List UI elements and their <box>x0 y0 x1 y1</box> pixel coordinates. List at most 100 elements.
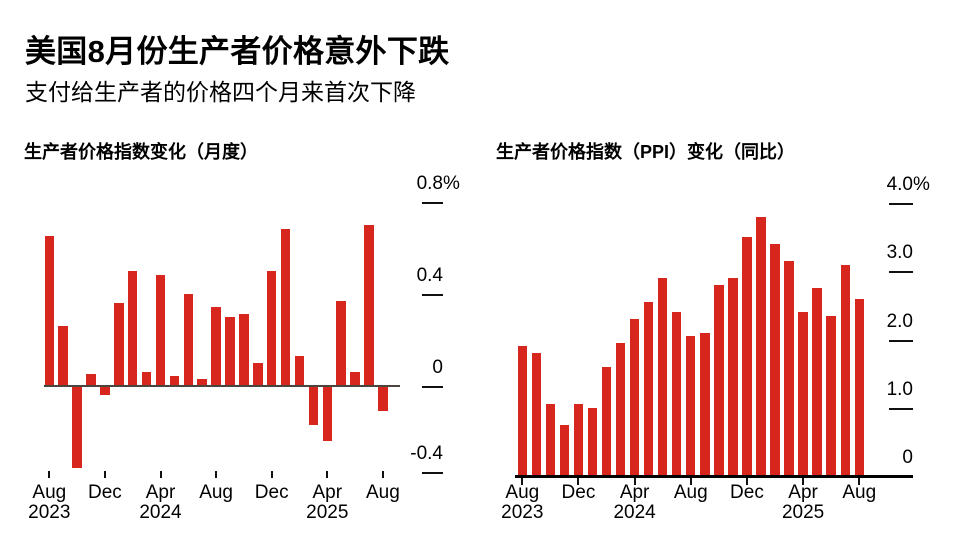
bar <box>44 236 55 386</box>
bar <box>531 353 542 478</box>
x-tick-month-label: Apr <box>788 482 818 503</box>
headline: 美国8月份生产者价格意外下跌 <box>25 33 450 69</box>
bar <box>308 385 319 425</box>
y-tick-label: 0 <box>432 356 443 378</box>
bar <box>294 355 305 386</box>
bar <box>114 302 124 386</box>
x-tick-month-label: Aug <box>199 482 233 503</box>
x-tick-year-label: 2025 <box>781 502 825 523</box>
bar <box>350 371 360 386</box>
bar <box>517 346 527 478</box>
x-axis-tick <box>689 477 692 485</box>
bar <box>573 404 584 478</box>
y-axis-tick <box>422 471 443 474</box>
bar <box>197 378 207 386</box>
y-tick-label: 4.0% <box>886 174 930 196</box>
x-tick-year-label: 2025 <box>306 502 349 523</box>
bar <box>742 237 752 478</box>
x-axis-tick <box>633 477 636 485</box>
bar <box>266 270 277 386</box>
bar <box>601 366 612 478</box>
bar <box>587 407 598 478</box>
y-axis-tick <box>889 203 913 206</box>
y-axis-tick <box>422 201 443 204</box>
bar <box>812 288 822 478</box>
x-axis-tick <box>577 477 580 485</box>
bar <box>854 298 864 478</box>
bar <box>700 332 710 478</box>
x-axis-tick <box>521 477 524 485</box>
bar <box>798 312 808 478</box>
bar <box>615 343 626 478</box>
bar <box>378 385 388 411</box>
x-axis-tick <box>802 477 805 485</box>
x-tick-year-label: 2023 <box>28 502 71 523</box>
yoy-chart-title: 生产者价格指数（PPI）变化（同比） <box>496 141 796 162</box>
monthly-chart-title: 生产者价格指数变化（月度） <box>24 141 258 162</box>
bar <box>239 314 249 386</box>
x-axis-tick <box>159 471 162 478</box>
x-tick-year-label: 2024 <box>139 502 182 523</box>
x-tick-month-label: Aug <box>365 482 400 503</box>
x-tick-month-label: Aug <box>32 482 67 503</box>
x-tick-month-label: Aug <box>842 482 877 503</box>
x-tick-month-label: Apr <box>145 482 176 503</box>
x-tick-year-label: 2023 <box>501 502 544 523</box>
bar <box>72 385 82 469</box>
bar <box>127 270 138 386</box>
subheadline: 支付给生产者的价格四个月来首次下降 <box>25 79 416 105</box>
x-axis-tick <box>103 471 106 478</box>
bar <box>336 300 346 386</box>
bar <box>100 385 110 395</box>
bar <box>253 362 263 386</box>
y-tick-label: 2.0 <box>886 310 913 332</box>
bar <box>322 385 333 441</box>
bar <box>672 312 682 478</box>
y-tick-label: 3.0 <box>886 242 913 264</box>
bar <box>364 224 374 386</box>
bar <box>840 264 850 478</box>
bar <box>183 293 194 386</box>
zero-axis-line <box>44 384 400 387</box>
y-tick-label: -0.4 <box>410 442 443 464</box>
x-axis-tick <box>381 471 384 478</box>
y-axis-tick <box>889 339 913 342</box>
x-tick-month-label: Dec <box>561 482 596 503</box>
baseline-axis <box>514 475 913 478</box>
bar <box>169 376 180 386</box>
x-tick-month-label: Dec <box>730 482 764 503</box>
bar <box>770 244 780 478</box>
x-tick-month-label: Aug <box>505 482 540 503</box>
bar <box>658 278 668 478</box>
bar <box>643 302 654 478</box>
bar <box>686 336 696 478</box>
bar <box>545 404 556 478</box>
x-axis-tick <box>215 471 218 478</box>
x-tick-month-label: Aug <box>673 482 708 503</box>
x-tick-month-label: Dec <box>87 482 122 503</box>
bar <box>225 316 235 386</box>
y-axis-tick <box>889 407 913 410</box>
y-axis-tick <box>422 293 443 296</box>
bar <box>714 285 724 478</box>
bar <box>211 307 221 386</box>
bar <box>784 261 794 478</box>
y-axis-tick <box>889 271 913 274</box>
bar <box>155 275 166 386</box>
bar <box>86 374 96 386</box>
bar <box>826 315 836 478</box>
bar <box>728 278 738 478</box>
y-axis-tick <box>422 385 443 388</box>
x-tick-month-label: Apr <box>312 482 343 503</box>
bar <box>280 229 291 386</box>
x-axis-tick <box>48 471 51 478</box>
bar <box>559 424 570 478</box>
bar <box>58 325 68 386</box>
y-tick-label: 0.8% <box>416 172 460 194</box>
bar <box>756 216 766 478</box>
x-tick-year-label: 2024 <box>613 502 656 523</box>
y-tick-label: 0.4 <box>416 264 443 286</box>
x-axis-tick <box>858 477 861 485</box>
y-tick-label: 0 <box>902 447 913 468</box>
